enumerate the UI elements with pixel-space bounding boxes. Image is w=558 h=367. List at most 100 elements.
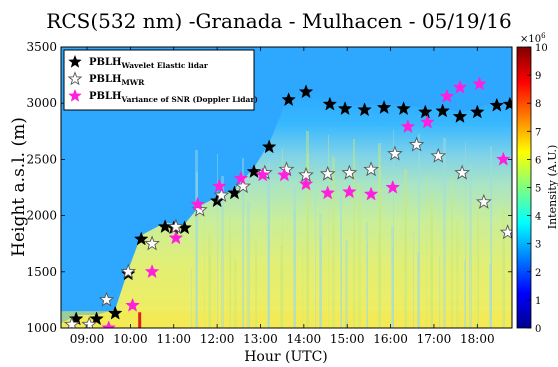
signal-streak [267,162,270,328]
legend: PBLHWavelet Elastic lidar PBLHMWR PBLHVari… [63,49,258,111]
signal-streak [294,210,296,328]
signal-streak [380,187,381,328]
signal-streak [491,168,492,328]
data-point-star [472,76,487,91]
signal-streak [464,260,466,328]
signal-artefact [138,312,142,328]
data-point-star [400,119,416,134]
signal-streak [328,135,329,328]
series-layer [63,76,512,328]
data-point-star [341,164,358,180]
signal-streak [256,263,257,328]
signal-streak [332,157,335,328]
x-tick-label: 12:00 [200,332,235,346]
colorbar-tick-label: 7 [535,127,541,138]
signal-streak [221,176,224,328]
x-tick-label: 10:00 [113,332,148,346]
signal-streak [196,172,198,328]
data-point-star [396,101,411,116]
signal-streak [282,149,283,328]
signal-streak [281,267,283,328]
signal-streak [366,222,368,328]
signal-streak [490,146,492,328]
colorbar-tick-label: 8 [535,99,541,110]
colorbar-tick-label: 1 [535,296,541,307]
signal-streak [269,206,270,328]
data-point-star [233,170,249,185]
colorbar-exponent: ×106 [520,32,546,45]
colorbar-tick-label: 5 [535,184,541,195]
signal-streak [379,165,381,328]
data-point-star [168,218,184,234]
data-point-star [320,185,336,200]
signal-streak [353,139,355,328]
data-point-star [213,187,230,203]
signal-streak [452,199,453,328]
data-point-star [107,305,123,320]
data-point-star [168,230,184,245]
data-point-star [144,235,160,251]
colorbar-tick-label: 0 [535,324,541,335]
data-point-star [133,231,149,246]
signal-streak [358,183,361,328]
signal-streak [280,245,283,328]
signal-streak [404,169,407,328]
signal-streak [405,191,407,328]
data-point-star [387,145,403,161]
y-tick-label: 3000 [26,96,57,110]
signal-streak [204,211,205,328]
signal-streak [392,248,394,328]
data-point-star [417,104,433,119]
legend-entry: PBLHMWR [89,74,145,87]
signal-streak [229,215,231,328]
signal-streak [320,236,322,328]
data-point-star [454,164,471,180]
x-tick-label: 17:00 [417,332,452,346]
x-tick-label: 11:00 [156,332,191,346]
signal-streak [439,256,440,328]
data-point-star [385,179,401,194]
data-point-star [235,178,252,194]
data-point-star [255,167,270,182]
signal-streak [217,154,218,328]
y-tick-label: 1500 [26,265,57,279]
y-tick-label: 3500 [26,40,57,54]
signal-streak [234,259,237,328]
data-point-star [502,96,512,111]
data-point-star [430,147,447,163]
y-tick-label: 2000 [26,209,57,223]
data-point-star [278,161,295,177]
signal-streak [426,173,427,328]
x-tick-label: 18:00 [460,332,495,346]
signal-streak [465,142,466,328]
signal-streak [504,251,505,328]
data-point-star [125,297,140,312]
colorbar-tick-label: 2 [535,268,541,279]
data-point-star [363,186,379,201]
plot-area [61,47,512,328]
legend-entry: PBLHWavelet Elastic lidar [89,57,209,70]
data-point-star [276,167,292,182]
signal-streak [443,138,446,328]
signal-streak [469,164,472,328]
signal-streak [502,207,505,328]
colorbar-tick-label: 9 [535,71,541,82]
data-point-star [101,320,117,328]
data-point-star [469,104,485,119]
legend-box [63,49,255,111]
data-point-star [337,101,353,116]
data-point-star [144,264,160,279]
data-point-star [261,139,277,154]
signal-streak [456,221,459,328]
legend-marker [67,71,83,86]
data-point-star [420,114,435,129]
data-point-star [246,164,262,179]
colorbar-tick-label: 6 [535,155,541,166]
colorbar-tick-label: 3 [535,240,541,251]
signal-streak [391,226,394,328]
x-tick-label: 16:00 [373,332,408,346]
data-point-star [435,103,450,118]
plot-frame [60,46,513,329]
signal-streak [191,268,192,328]
signal-streak [367,244,368,328]
